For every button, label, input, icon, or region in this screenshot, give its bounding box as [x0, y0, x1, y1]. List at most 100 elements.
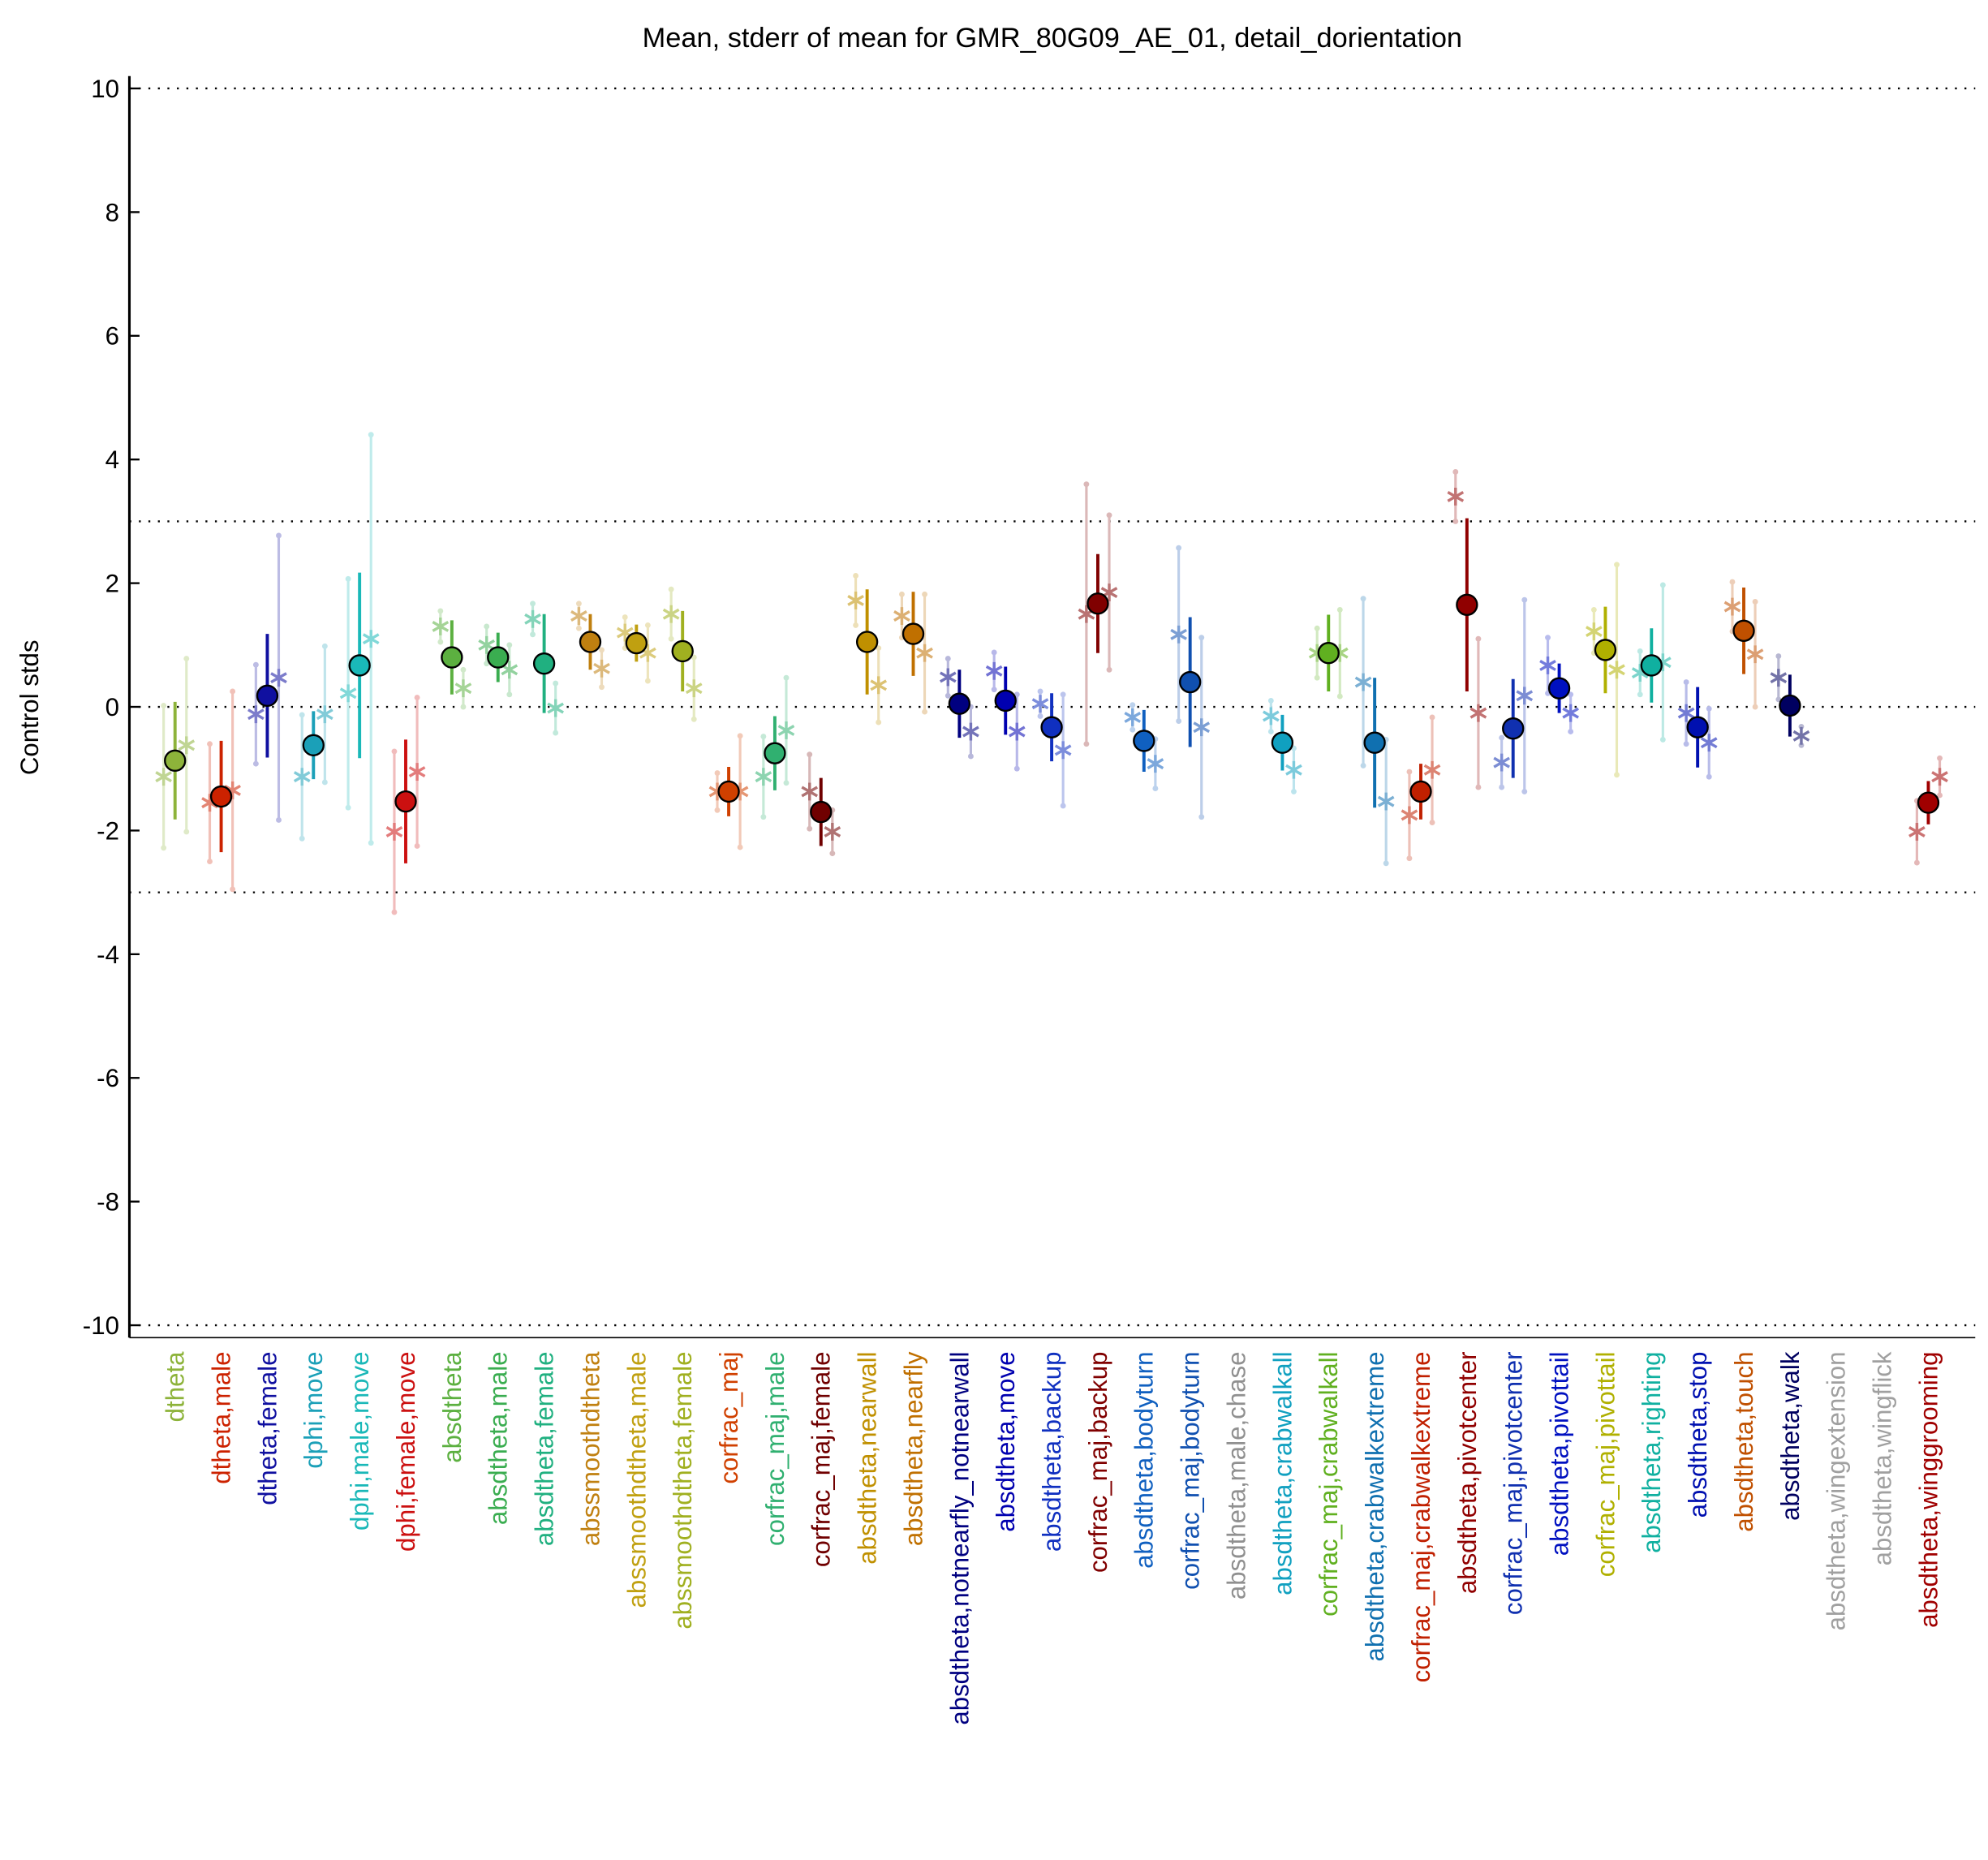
sex-marker: [685, 679, 703, 698]
error-cap: [161, 845, 167, 851]
error-cap: [1706, 705, 1712, 712]
error-cap: [161, 703, 167, 708]
y-tick-label: 10: [91, 75, 119, 103]
mean-marker: [1040, 716, 1063, 738]
error-cap: [1336, 693, 1343, 700]
error-cap: [1060, 803, 1066, 809]
error-cap: [1683, 679, 1689, 685]
mean-marker: [1456, 593, 1478, 616]
error-cap: [1406, 769, 1413, 775]
error-cap: [321, 779, 328, 786]
error-cap: [437, 608, 444, 614]
error-cap: [1152, 786, 1159, 792]
error-cap: [1614, 772, 1620, 778]
y-tick-label: 4: [105, 446, 119, 474]
error-cap: [299, 712, 305, 718]
sex-marker: [870, 676, 888, 695]
sex-marker: [1054, 741, 1072, 760]
sex-marker: [985, 661, 1003, 680]
y-tick-label: -8: [97, 1188, 119, 1216]
error-cap: [1452, 518, 1459, 524]
sex-marker: [1377, 792, 1395, 811]
error-cap: [1499, 734, 1505, 741]
error-cap: [1683, 741, 1689, 747]
error-cap: [1913, 859, 1920, 866]
sex-marker: [1677, 704, 1695, 722]
error-cap: [553, 680, 559, 687]
x-tick-label: corfrac_maj,male: [761, 1351, 790, 1546]
x-tick-label: absdtheta,nearwall: [854, 1351, 882, 1564]
mean-marker: [487, 646, 510, 669]
mean-marker: [532, 652, 556, 675]
error-cap: [1798, 723, 1805, 730]
x-tick-label: absdtheta,pivottail: [1546, 1351, 1574, 1556]
error-cap: [714, 807, 721, 813]
error-cap: [1106, 512, 1112, 519]
error-cap: [1130, 726, 1136, 733]
x-tick-label: absdtheta,male: [484, 1351, 513, 1525]
mean-marker: [441, 646, 463, 669]
error-cap: [668, 635, 674, 642]
x-tick-label: absdtheta,winggrooming: [1914, 1351, 1943, 1627]
sex-marker: [570, 607, 587, 625]
sex-marker: [893, 607, 910, 625]
mean-marker: [348, 654, 371, 677]
x-tick-label: dphi,male,move: [346, 1351, 374, 1531]
error-cap: [183, 656, 190, 662]
error-cap: [460, 666, 467, 673]
x-tick-label: dtheta: [161, 1351, 190, 1422]
mean-marker: [855, 631, 879, 653]
error-cap: [1729, 579, 1736, 585]
mean-marker: [1087, 592, 1109, 615]
mean-marker: [948, 692, 971, 715]
x-tick-label: corfrac_maj,crabwalkall: [1315, 1351, 1343, 1616]
x-tick-label: absdtheta,female: [531, 1351, 559, 1546]
sex-marker: [1263, 707, 1280, 725]
error-cap: [276, 817, 282, 823]
error-cap: [506, 691, 513, 698]
sex-marker: [1723, 597, 1741, 616]
y-axis-label: Control stds: [15, 639, 44, 775]
error-cap: [1452, 469, 1459, 475]
sex-marker: [1469, 704, 1487, 722]
error-cap: [622, 614, 628, 620]
sex-marker: [316, 705, 333, 724]
x-tick-label: absdtheta,bodyturn: [1130, 1351, 1159, 1568]
error-cap: [391, 748, 398, 755]
error-cap: [345, 804, 351, 811]
error-cap: [1314, 625, 1320, 631]
error-cap: [1475, 635, 1482, 642]
sex-marker: [1931, 768, 1948, 786]
mean-marker: [764, 742, 786, 764]
error-cap: [783, 674, 790, 681]
mean-marker: [1363, 731, 1386, 754]
error-cap: [783, 780, 790, 786]
error-cap: [644, 678, 651, 684]
mean-marker: [1133, 730, 1155, 752]
error-cap: [1937, 755, 1943, 761]
sex-marker: [962, 722, 979, 741]
error-cap: [1083, 741, 1090, 747]
mean-marker: [671, 639, 694, 663]
sex-marker: [1447, 487, 1465, 506]
error-cap: [760, 814, 767, 820]
sex-marker: [593, 659, 610, 678]
x-tick-label: corfrac_maj,pivottail: [1591, 1351, 1620, 1577]
mean-marker: [1317, 642, 1340, 665]
error-cap: [1383, 860, 1389, 867]
error-cap: [1775, 653, 1782, 659]
error-cap: [899, 591, 905, 597]
error-cap: [299, 835, 305, 842]
error-cap: [1429, 820, 1435, 825]
error-cap: [1752, 704, 1758, 710]
sex-marker: [916, 644, 933, 662]
mean-marker: [1409, 780, 1432, 803]
error-cap: [1590, 606, 1597, 613]
error-cap: [183, 829, 190, 835]
error-cap: [1198, 814, 1205, 820]
mean-marker: [1779, 694, 1801, 717]
x-tick-label: corfrac_maj,crabwalkextreme: [1407, 1351, 1435, 1682]
error-cap: [1659, 736, 1666, 743]
sex-marker: [1586, 622, 1603, 640]
